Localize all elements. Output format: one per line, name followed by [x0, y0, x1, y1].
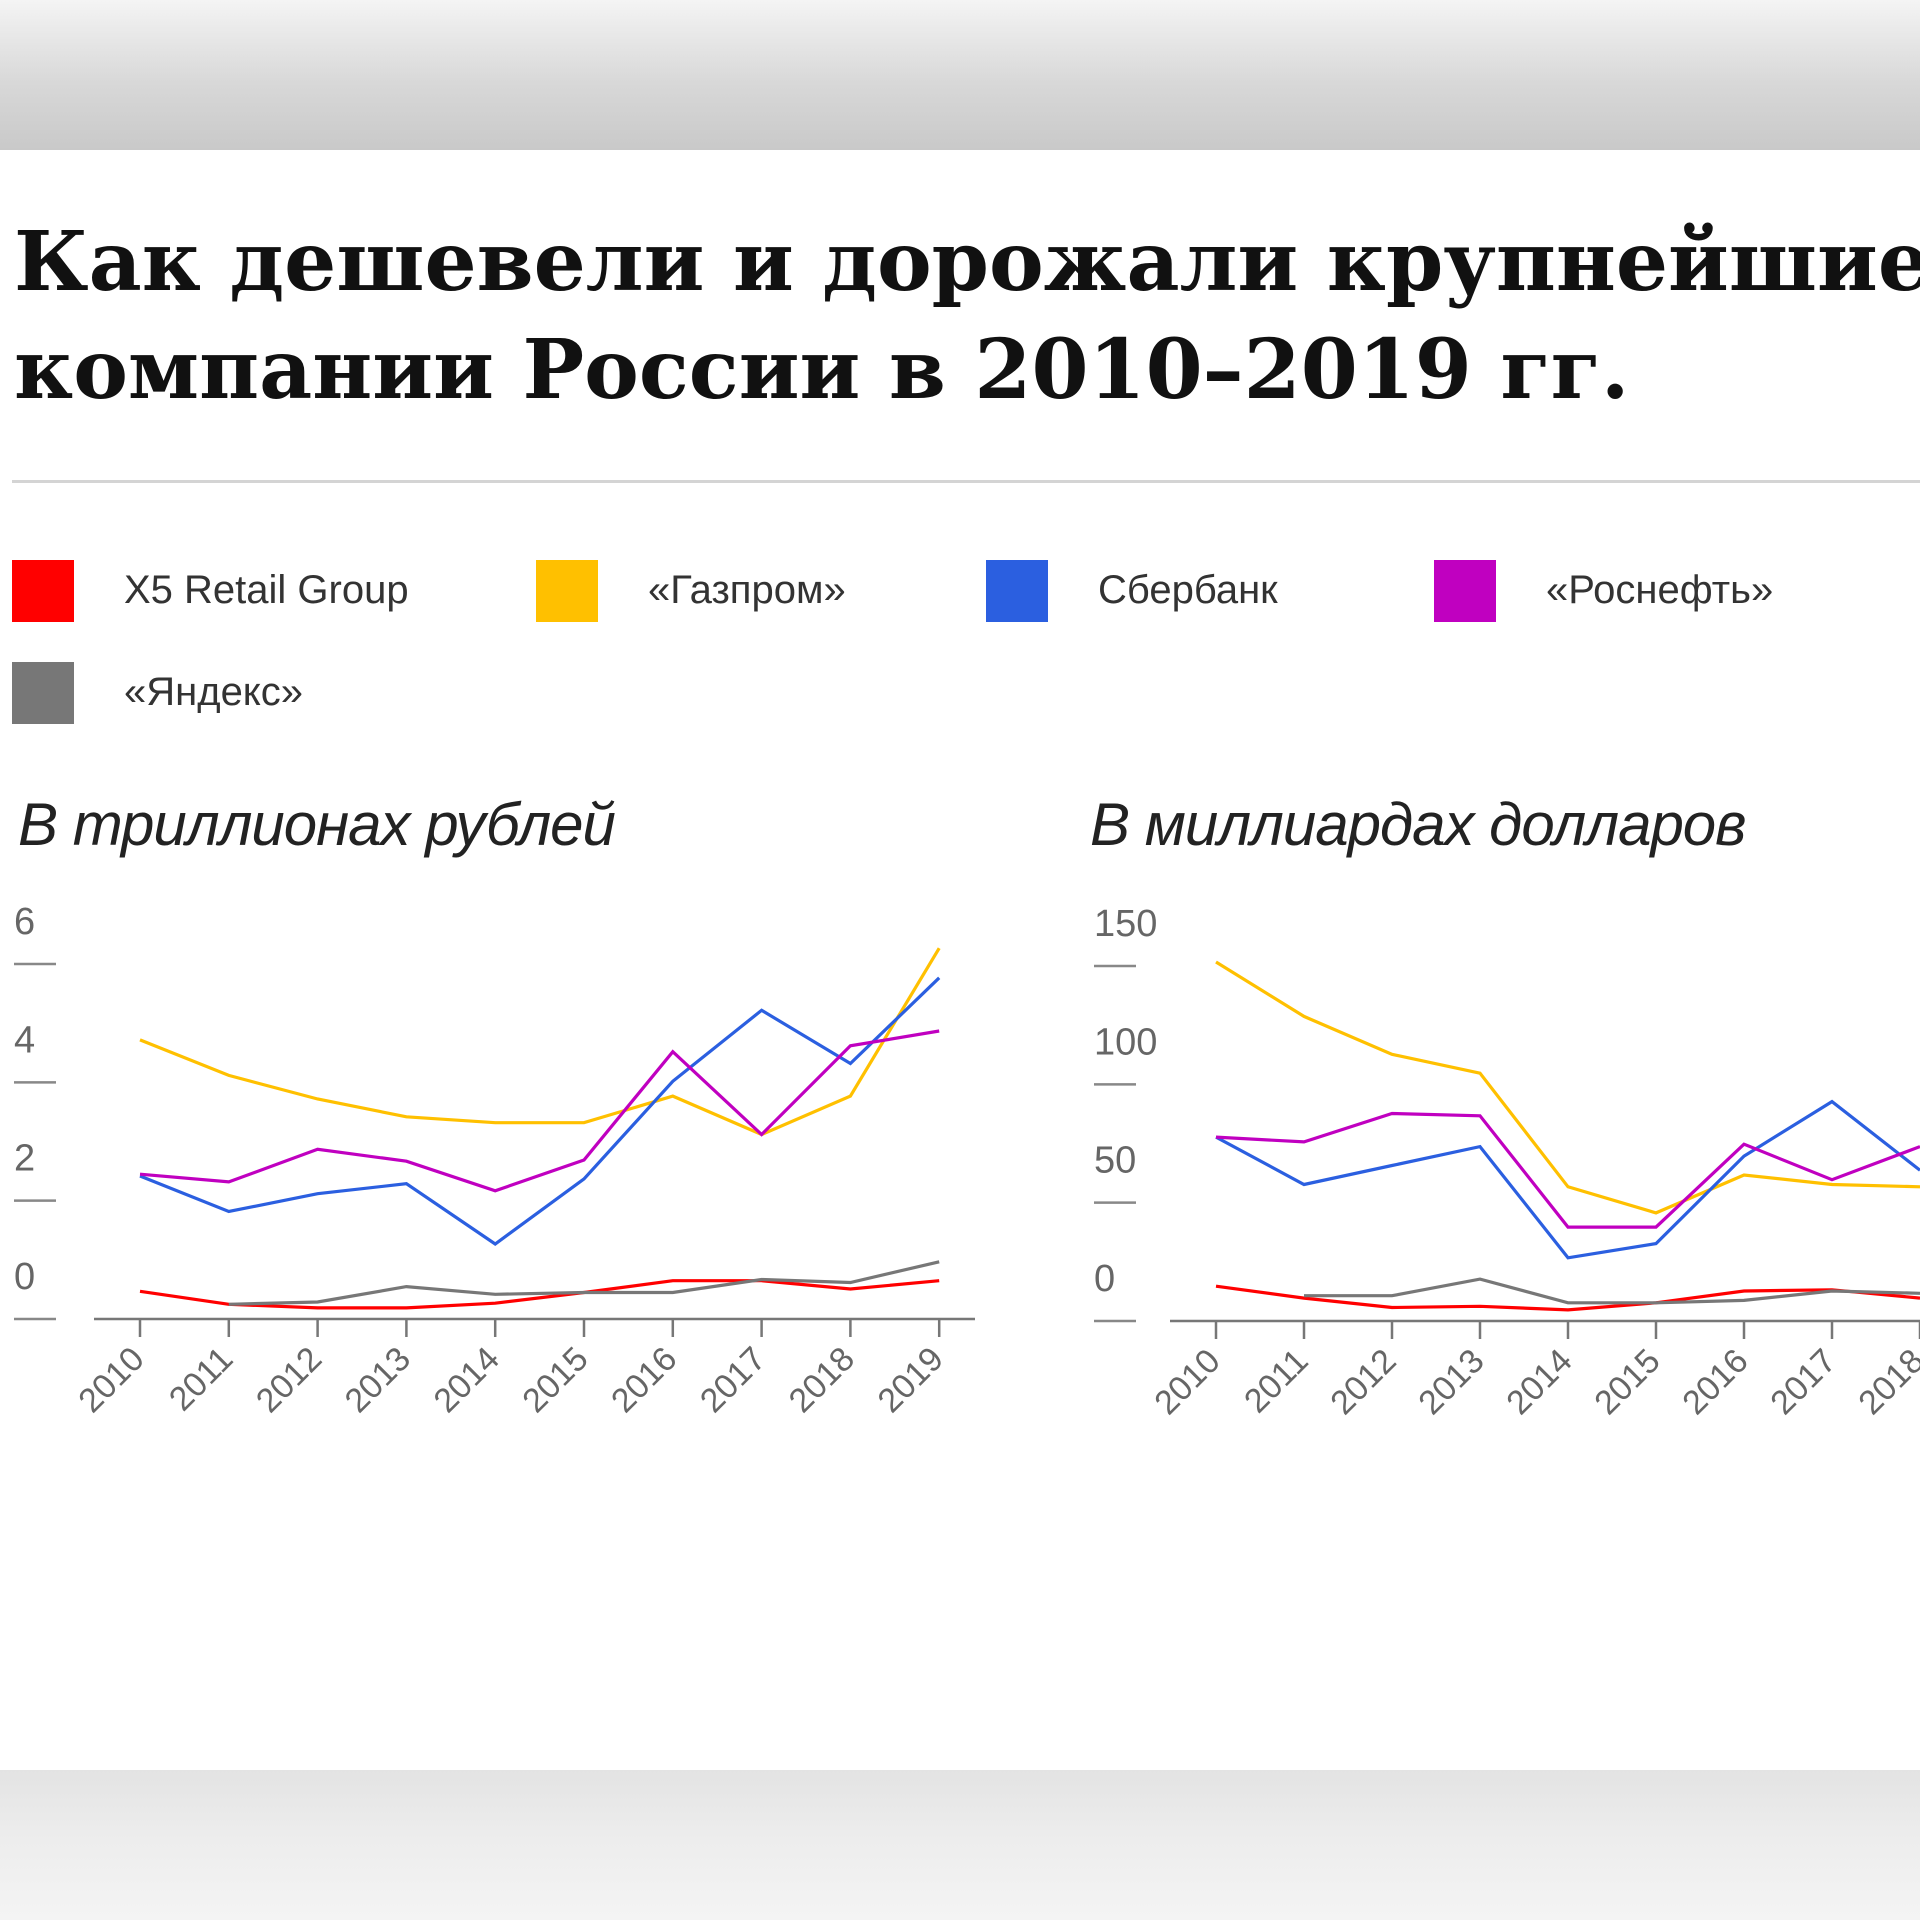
- chart-2-xtick-label-2014: 2014: [1499, 1342, 1579, 1422]
- chart-2-series-сбербанк: [1215, 1099, 1920, 1260]
- legend-swatch-sberbank: [986, 560, 1048, 622]
- chart-1-ytick-label-4: 4: [14, 1019, 35, 1061]
- legend-swatch-yandex: [12, 662, 74, 724]
- chart-2-series-яндекс: [1304, 1277, 1920, 1305]
- legend-label-sberbank: Сбербанк: [1098, 568, 1278, 612]
- chart-2-series-роснефть: [1215, 1111, 1920, 1229]
- chart-1-series-газпром: [139, 947, 941, 1137]
- chart-2-subtitle: В миллиардах долларов: [1090, 791, 1746, 858]
- chart-1-ytick-label-0: 0: [14, 1256, 35, 1298]
- legend-label-gazprom: «Газпром»: [648, 568, 846, 612]
- chart-1-series-яндекс: [228, 1260, 940, 1306]
- chart-title: Как дешевели и дорожали крупнейшие компа…: [14, 208, 1920, 424]
- chart-1-series-роснефть: [139, 1029, 940, 1193]
- chart-2-series-x5-retail-group: [1215, 1284, 1920, 1312]
- chart-2-ytick-label-100: 100: [1094, 1021, 1157, 1063]
- title-divider: [12, 480, 1920, 483]
- legend-label-rosneft: «Роснефть»: [1546, 568, 1774, 612]
- chart-2-xtick-label-2012: 2012: [1323, 1342, 1403, 1422]
- title-line-1: Как дешевели и дорожали крупнейшие: [14, 214, 1920, 310]
- legend-label-yandex: «Яндекс»: [124, 670, 304, 714]
- chart-2-xtick-label-2011: 2011: [1237, 1342, 1316, 1421]
- blurred-top-border: [0, 0, 1920, 150]
- chart-2-series-газпром: [1215, 960, 1920, 1215]
- title-line-2: компании России в 2010–2019 гг.: [14, 322, 1630, 418]
- chart-1-ytick-label-6: 6: [14, 901, 35, 943]
- legend-swatch-x5: [12, 560, 74, 622]
- chart-2-xtick-label-2013: 2013: [1411, 1342, 1491, 1422]
- chart-2-xtick-label-2015: 2015: [1587, 1342, 1667, 1422]
- chart-2-ytick-label-0: 0: [1094, 1258, 1115, 1300]
- chart-2-ytick-label-150: 150: [1094, 903, 1157, 945]
- chart-1-series-сбербанк: [139, 976, 941, 1246]
- chart-card: Как дешевели и дорожали крупнейшие компа…: [0, 150, 1920, 1770]
- blurred-bottom-border: [0, 1770, 1920, 1920]
- chart-2-ytick-label-50: 50: [1094, 1140, 1136, 1182]
- chart-2-xtick-label-2017: 2017: [1763, 1342, 1843, 1422]
- chart-1-series-x5-retail-group: [139, 1279, 940, 1310]
- chart-2-xtick-label-2018: 2018: [1851, 1342, 1920, 1422]
- chart-1-ytick-label-2: 2: [14, 1138, 35, 1180]
- chart-2-xtick-label-2016: 2016: [1675, 1342, 1755, 1422]
- chart-1-subtitle: В триллионах рублей: [18, 791, 616, 858]
- legend-swatch-rosneft: [1434, 560, 1496, 622]
- legend-label-x5: X5 Retail Group: [124, 568, 409, 612]
- legend: X5 Retail Group «Газпром» Сбербанк «Росн…: [0, 150, 1920, 750]
- legend-swatch-gazprom: [536, 560, 598, 622]
- chart-2-xtick-label-2010: 2010: [1147, 1342, 1227, 1422]
